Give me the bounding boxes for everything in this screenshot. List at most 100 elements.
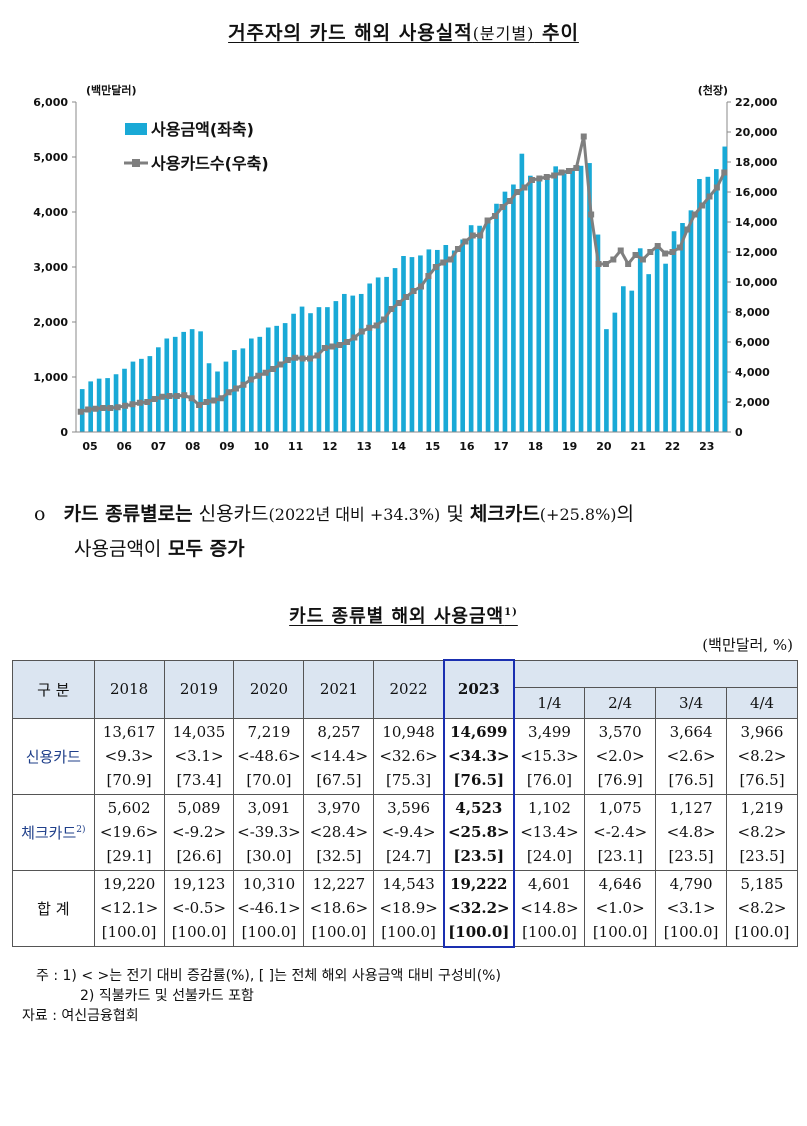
row-label-text: 체크카드	[21, 823, 77, 842]
cell-amount: 3,664	[669, 723, 713, 741]
cell-share: [100.0]	[241, 923, 297, 942]
summary-bullet: o 카드 종류별로는 신용카드(2022년 대비 +34.3%) 및 체크카드(…	[34, 497, 794, 566]
line-point	[262, 369, 269, 376]
x-axis: 05 06 07 08 09 10 11 12 13 14 15 16 17 18 19 20 21 22 23	[76, 431, 727, 453]
x-tick-label: 11	[288, 440, 303, 453]
table-cell: 3,091 <-39.3> [30.0]	[233, 793, 305, 871]
bar	[333, 301, 339, 432]
x-tick-label: 13	[356, 440, 371, 453]
bar	[511, 184, 516, 432]
cell-share: [23.5]	[668, 847, 714, 865]
cell-share: [70.9]	[106, 771, 152, 789]
cell-amount: 13,617	[102, 723, 156, 741]
line-point	[351, 334, 358, 341]
cell-share: [100.0]	[734, 923, 790, 942]
head-label: 구 분	[12, 659, 95, 719]
cell-amount: 3,499	[528, 723, 571, 741]
cell-change-rate: <2.0>	[595, 747, 645, 765]
line-point	[536, 175, 543, 182]
cell-share: [24.0]	[526, 847, 573, 865]
bar	[468, 225, 474, 432]
left-axis-unit: (백만달러)	[86, 83, 137, 97]
line-point	[706, 193, 713, 200]
cell-amount: 1,075	[598, 799, 642, 817]
right-tick-label: 16,000	[735, 186, 778, 199]
line-point	[107, 405, 114, 411]
bar	[384, 276, 389, 432]
right-tick-label: 10,000	[735, 276, 778, 289]
bar	[206, 363, 212, 432]
line-point	[506, 198, 513, 204]
bar	[147, 356, 153, 432]
cell-share: [100.0]	[592, 923, 648, 942]
bar	[358, 293, 364, 432]
bullet-text-4: 및	[440, 503, 470, 525]
cell-change-rate: <32.2>	[447, 899, 510, 917]
line-point	[166, 393, 173, 399]
bar	[113, 374, 119, 432]
line-series	[77, 133, 728, 415]
bar	[308, 313, 313, 432]
bar	[477, 225, 482, 432]
line-point	[691, 211, 698, 218]
line-point	[425, 273, 432, 279]
line-point	[329, 343, 336, 350]
line-point	[684, 226, 691, 233]
bar	[274, 325, 280, 432]
chart-title: 거주자의 카드 해외 사용실적(분기별) 추이	[0, 18, 807, 45]
bar	[257, 336, 263, 432]
cell-amount: 3,970	[317, 799, 361, 817]
line-point	[314, 352, 321, 359]
bar	[434, 249, 440, 432]
cell-amount: 5,089	[177, 799, 221, 817]
line-point	[558, 169, 565, 176]
head-year-highlight: 2023	[442, 659, 515, 719]
bar	[401, 256, 406, 432]
bar	[544, 177, 550, 432]
line-path	[80, 136, 726, 414]
card-usage-table: 구 분 2018 2019 2020 2021 2022 2023 1/4 2/…	[12, 659, 798, 948]
bar	[646, 274, 652, 432]
bar	[705, 176, 711, 432]
line-point	[469, 232, 476, 239]
footnotes: 주 : 1) < >는 전기 대비 증감률(%), [ ]는 전체 해외 사용금…	[22, 966, 501, 1026]
line-point	[543, 174, 550, 180]
right-axis-unit: (천장)	[698, 83, 728, 97]
x-tick-label: 05	[82, 440, 97, 453]
x-tick-label: 07	[151, 440, 166, 453]
cell-change-rate: <15.3>	[520, 747, 579, 765]
cell-amount: 4,523	[455, 799, 503, 817]
bar	[527, 175, 533, 432]
cell-amount: 14,035	[172, 723, 226, 741]
table-cell: 10,310 <-46.1> [100.0]	[233, 869, 305, 947]
line-point	[573, 165, 580, 171]
bar	[367, 283, 373, 432]
chart-title-main: 거주자의 카드 해외 사용실적	[228, 22, 473, 44]
line-point	[432, 264, 439, 270]
bar	[612, 312, 618, 432]
line-point	[270, 366, 277, 372]
bullet-text-1: 카드 종류별로는	[63, 503, 193, 525]
line-point	[388, 306, 395, 312]
bar	[96, 378, 102, 432]
line-point	[713, 184, 720, 191]
line-point	[122, 402, 129, 409]
table-cell: 19,123 <-0.5> [100.0]	[163, 869, 235, 947]
bullet-text-8: 사용금액이	[74, 538, 162, 560]
cell-change-rate: <8.2>	[737, 747, 787, 765]
table-cell: 12,227 <18.6> [100.0]	[303, 869, 375, 947]
cell-change-rate: <3.1>	[666, 899, 716, 918]
cell-amount: 10,310	[242, 875, 296, 894]
line-point	[240, 381, 247, 388]
table-title: 카드 종류별 해외 사용금액1)	[0, 602, 807, 628]
footnote-1: 주 : 1) < >는 전기 대비 증감률(%), [ ]는 전체 해외 사용금…	[36, 968, 501, 984]
cell-amount: 1,219	[740, 799, 784, 817]
bar	[265, 327, 271, 432]
line-point	[403, 294, 410, 300]
x-tick-label: 18	[528, 440, 543, 453]
line-point	[602, 261, 609, 267]
cell-amount: 3,596	[387, 799, 431, 817]
line-point	[610, 256, 617, 263]
head-quarter: 3/4	[655, 686, 728, 719]
cell-change-rate: <25.8>	[447, 823, 510, 841]
